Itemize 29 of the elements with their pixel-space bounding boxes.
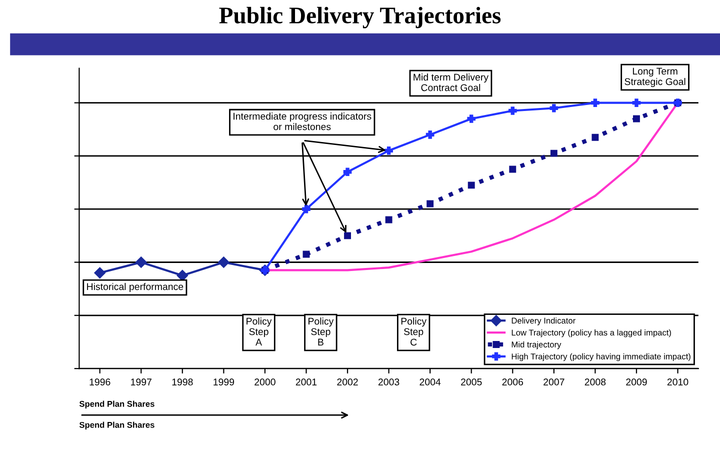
text: Long Term Strategic Goal — [624, 68, 686, 88]
legend-label: Mid trajectory — [512, 341, 562, 350]
chart-title: Public Delivery Trajectories — [219, 6, 501, 28]
text: Mid term Delivery Contract Goal — [414, 74, 489, 92]
x-tick-label: 2010 — [667, 378, 688, 386]
x-tick-label: 2003 — [378, 378, 400, 386]
annotation: Policy Step B — [308, 318, 334, 346]
x-tick-label: 2005 — [461, 378, 482, 386]
x-tick-label: 1998 — [172, 378, 193, 386]
x-tick-label: 1999 — [214, 378, 234, 386]
legend-label: Low Trajectory (policy has a lagged impact) — [512, 329, 671, 338]
x-tick-label: 1996 — [90, 378, 110, 386]
annotation: Policy Step C — [401, 318, 427, 346]
x-tick-label: 2000 — [254, 378, 276, 386]
legend-label: High Trajectory (policy having immediate impact) — [512, 353, 690, 362]
text: Spend Plan Shares — [79, 400, 154, 408]
x-tick-label: 2002 — [337, 378, 358, 386]
x-tick-label: 2009 — [626, 378, 647, 386]
text: Spend Plan Shares — [79, 422, 154, 430]
x-tick-label: 2001 — [296, 378, 317, 386]
annotation: Historical performance — [87, 282, 184, 292]
x-tick-label: 2004 — [420, 378, 441, 386]
annotation: Intermediate progress indicators or milestones — [234, 112, 372, 130]
x-tick-label: 1997 — [131, 378, 152, 386]
annotation: Policy Step A — [246, 318, 272, 346]
legend-label: Delivery Indicator — [512, 317, 576, 326]
x-tick-label: 2008 — [584, 378, 606, 386]
x-tick-label: 2006 — [502, 378, 524, 386]
x-tick-label: 2007 — [544, 378, 564, 386]
